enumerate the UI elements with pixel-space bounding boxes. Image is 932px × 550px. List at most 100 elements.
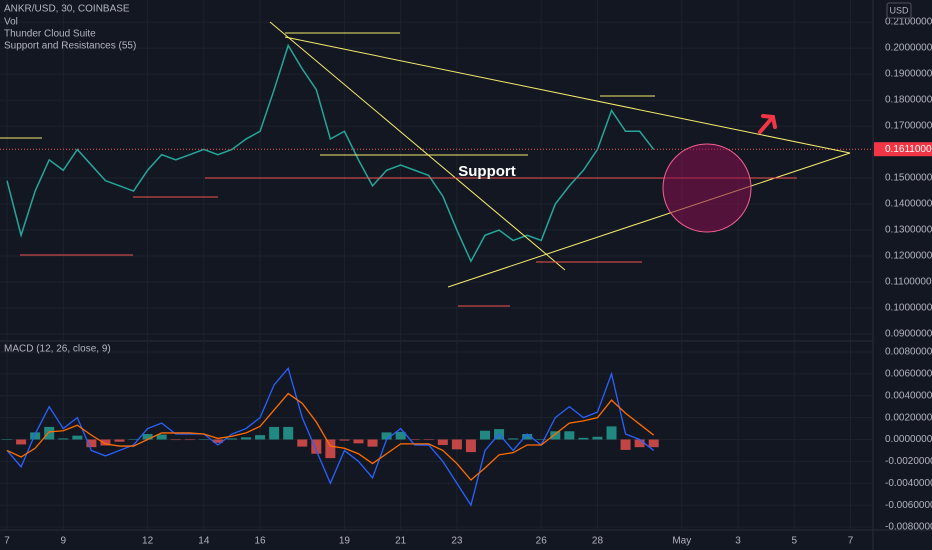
histogram-bar	[198, 439, 209, 441]
histogram-bar	[226, 438, 237, 440]
x-tick-label: 9	[60, 536, 66, 547]
histogram-bar	[395, 431, 406, 440]
histogram-bar	[212, 439, 223, 443]
x-tick-label: 23	[451, 536, 463, 547]
last-price-label: 0.16110000	[885, 144, 932, 155]
x-tick-label: 5	[791, 536, 797, 547]
line	[6, 367, 655, 507]
x-tick-label: 21	[395, 536, 407, 547]
histogram-bar	[114, 439, 125, 442]
histogram-bar	[578, 437, 589, 440]
x-tick-label: 7	[4, 536, 10, 547]
x-tick-label: 26	[536, 536, 548, 547]
histogram-bar	[86, 439, 97, 448]
histogram-bar	[269, 426, 280, 440]
trendline	[447, 152, 851, 288]
currency: USD	[889, 5, 909, 15]
histogram-bar	[16, 439, 27, 445]
histogram-bar	[142, 434, 153, 440]
histogram-bar	[255, 435, 266, 440]
histogram-bar	[620, 439, 631, 450]
drawings: Support	[0, 21, 851, 307]
histogram-bar	[128, 438, 139, 440]
histogram-bar	[170, 439, 181, 441]
histogram-bar	[437, 439, 448, 445]
histogram-bar	[480, 430, 490, 440]
indicator: Thunder Cloud Suite	[4, 29, 96, 40]
histogram-bar	[2, 439, 13, 441]
histogram-bar	[592, 436, 603, 440]
y-tick-label: 0.00000000	[885, 434, 932, 445]
histogram-bar	[606, 426, 617, 440]
y-tick-label: 0.11000000	[885, 277, 932, 288]
histogram-bar	[465, 439, 476, 453]
histogram-bar	[156, 434, 167, 440]
histogram-bar	[423, 439, 434, 441]
histogram-bar	[339, 439, 350, 441]
histogram-bar	[564, 431, 575, 440]
last-price-tag	[874, 142, 932, 157]
line	[6, 43, 655, 263]
histogram-bar	[634, 439, 645, 448]
histogram-bar	[353, 439, 364, 444]
indicator: Vol	[4, 17, 18, 28]
highlight-circle	[662, 143, 752, 233]
histogram-bar	[100, 439, 111, 446]
chart-title: MACD (12, 26, close, 9)	[4, 344, 111, 355]
histogram-bar	[648, 439, 659, 448]
chart-title: ANKR/USD, 30, COINBASE	[4, 4, 130, 15]
x-tick-label: May	[672, 536, 691, 547]
histogram-bar	[536, 439, 547, 441]
histogram-bar	[72, 435, 83, 440]
x-tick-label: 3	[735, 536, 741, 547]
histogram-bar	[184, 439, 195, 441]
annotation: Support	[458, 163, 516, 180]
histogram-bar	[30, 432, 41, 440]
x-tick-label: 14	[198, 536, 210, 547]
x-tick-label: 19	[339, 536, 351, 547]
currency-box	[886, 2, 912, 19]
indicator: Support and Resistances (55)	[4, 41, 136, 52]
histogram-bar	[409, 439, 420, 441]
histogram-bar	[58, 438, 69, 440]
arrow	[758, 114, 777, 134]
trendline	[284, 36, 851, 154]
histogram-bar	[550, 431, 561, 440]
histogram-bar	[508, 438, 519, 440]
histogram-bar	[241, 437, 252, 440]
histogram-bar	[283, 426, 294, 440]
histogram-bar	[522, 434, 533, 440]
histogram-bar	[325, 439, 336, 459]
histogram-bar	[44, 426, 55, 440]
x-tick-label: 28	[592, 536, 604, 547]
trendline	[269, 21, 566, 271]
histogram-bar	[451, 439, 462, 450]
histogram-bar	[297, 439, 308, 447]
x-tick-label: 12	[142, 536, 154, 547]
x-tick-label: 7	[848, 536, 854, 547]
histogram-bar	[367, 439, 378, 447]
histogram-bar	[381, 432, 392, 440]
x-tick-label: 16	[255, 536, 267, 547]
